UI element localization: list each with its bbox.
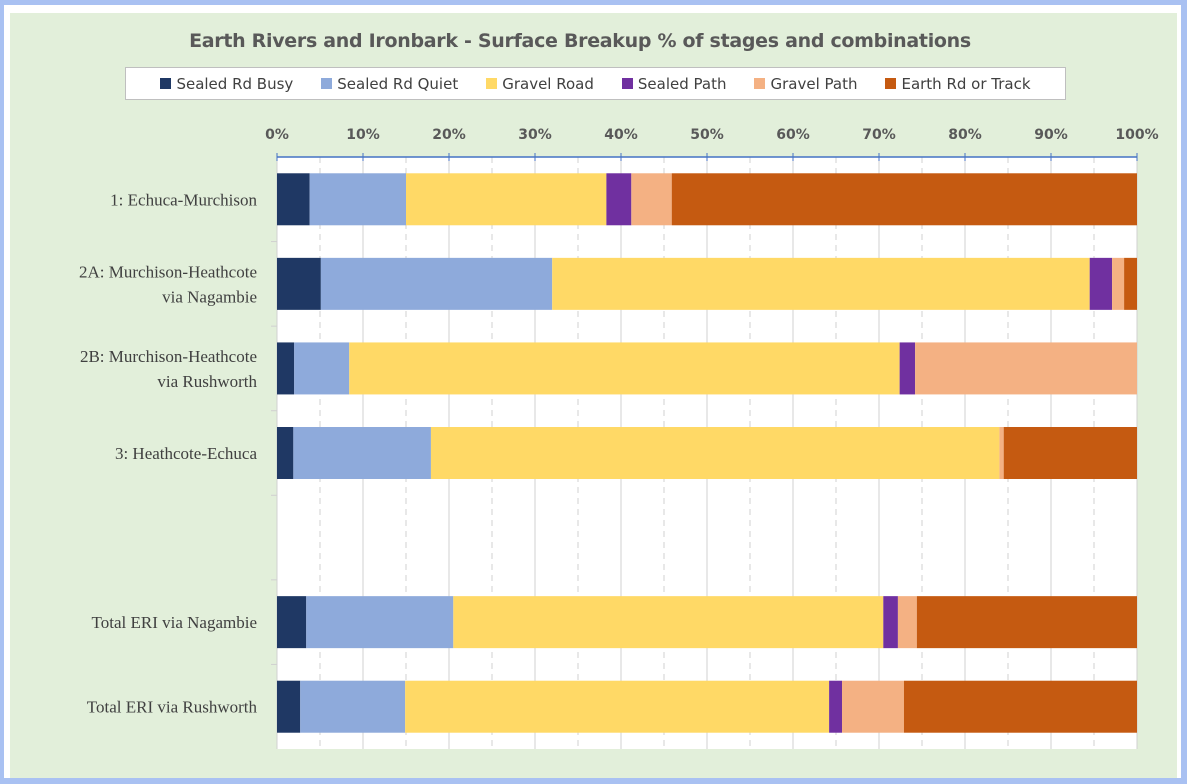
- bar-segment-sealed-rd-quiet: [306, 596, 454, 649]
- legend-swatch: [621, 78, 633, 89]
- bar-segment-earth-rd-or-track: [903, 680, 1137, 733]
- legend-label: Gravel Path: [770, 74, 858, 93]
- x-tick-label: 60%: [776, 127, 810, 143]
- legend-item: Gravel Road: [486, 75, 594, 93]
- bar-segment-gravel-path: [1112, 257, 1125, 310]
- bar-segment-sealed-path: [829, 680, 843, 733]
- bar-segment-sealed-rd-quiet: [309, 173, 406, 226]
- bar-segment-earth-rd-or-track: [1003, 427, 1137, 479]
- x-tick-label: 10%: [346, 127, 380, 143]
- bar-segment-sealed-rd-busy: [277, 342, 295, 395]
- chart-title: Earth Rivers and Ironbark - Surface Brea…: [189, 30, 971, 52]
- bar-segment-earth-rd-or-track: [671, 173, 1137, 226]
- bar-segment-sealed-rd-busy: [277, 173, 310, 226]
- legend-swatch: [321, 78, 333, 89]
- category-label: 3: Heathcote-Echuca: [115, 444, 258, 463]
- bar-segment-gravel-road: [405, 680, 830, 733]
- bar-segment-gravel-road: [430, 427, 1000, 479]
- x-tick-label: 0%: [265, 127, 289, 143]
- legend-item: Sealed Rd Busy: [160, 75, 293, 93]
- bar-segment-sealed-rd-quiet: [320, 257, 553, 310]
- legend-swatch: [160, 78, 172, 89]
- bar-segment-gravel-path: [915, 342, 1137, 395]
- x-tick-label: 80%: [948, 127, 982, 143]
- bar-segment-sealed-rd-busy: [277, 257, 321, 310]
- legend-label: Sealed Path: [637, 74, 727, 93]
- legend-label: Sealed Rd Quiet: [337, 74, 459, 93]
- bar-segment-gravel-path: [631, 173, 672, 226]
- category-label: Total ERI via Rushworth: [87, 698, 258, 717]
- bar-segment-gravel-path: [842, 680, 904, 733]
- bar-segment-gravel-path: [999, 427, 1004, 479]
- x-tick-label: 90%: [1034, 127, 1068, 143]
- bar-segment-sealed-rd-busy: [277, 680, 301, 733]
- category-label: 1: Echuca-Murchison: [110, 190, 257, 209]
- bar-segment-sealed-path: [899, 342, 916, 395]
- legend-item: Sealed Path: [621, 74, 727, 93]
- category-label: 2A: Murchison-Heathcote: [79, 262, 257, 281]
- x-tick-label: 40%: [604, 127, 638, 143]
- bar-segment-sealed-rd-quiet: [294, 342, 350, 395]
- legend-swatch: [754, 78, 766, 89]
- legend-item: Gravel Path: [754, 75, 857, 93]
- legend: Sealed Rd Busy Sealed Rd Quiet Gravel Road…: [125, 67, 1066, 100]
- legend-item: Earth Rd or Track: [885, 74, 1031, 93]
- legend-label: Earth Rd or Track: [901, 74, 1031, 93]
- x-tick-label: 50%: [690, 127, 724, 143]
- bar-segment-sealed-path: [883, 596, 898, 649]
- legend-item: Sealed Rd Quiet: [321, 75, 458, 93]
- bar-segment-earth-rd-or-track: [916, 596, 1137, 649]
- legend-swatch: [885, 78, 897, 89]
- bar-segment-sealed-rd-busy: [277, 427, 294, 479]
- x-tick-label: 100%: [1115, 127, 1158, 143]
- x-tick-label: 30%: [518, 127, 552, 143]
- bar-segment-gravel-road: [406, 173, 607, 226]
- bar-segment-gravel-road: [453, 596, 884, 649]
- bar-segment-sealed-path: [1089, 257, 1113, 310]
- legend-swatch: [486, 78, 498, 89]
- bar-segment-earth-rd-or-track: [1124, 257, 1137, 310]
- x-tick-label: 20%: [432, 127, 466, 143]
- category-label: 2B: Murchison-Heathcote: [80, 347, 257, 366]
- bar-segment-sealed-rd-quiet: [300, 680, 406, 733]
- category-label: via Nagambie: [162, 287, 257, 306]
- category-label: via Rushworth: [157, 372, 257, 391]
- bar-segment-gravel-road: [349, 342, 900, 395]
- bar-segment-sealed-rd-quiet: [293, 427, 431, 479]
- category-label: Total ERI via Nagambie: [92, 613, 257, 632]
- bar-segment-gravel-path: [897, 596, 917, 649]
- x-tick-label: 70%: [862, 127, 896, 143]
- bar-segment-sealed-path: [606, 173, 632, 226]
- bar-segment-sealed-rd-busy: [277, 596, 307, 649]
- legend-label: Gravel Road: [502, 74, 594, 93]
- legend-label: Sealed Rd Busy: [176, 74, 294, 93]
- bar-segment-gravel-road: [552, 257, 1090, 310]
